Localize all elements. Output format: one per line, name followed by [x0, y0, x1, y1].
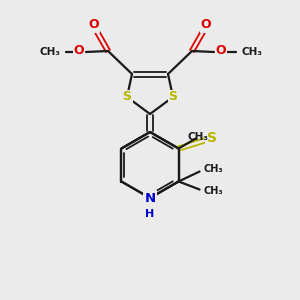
Text: CH₃: CH₃ [204, 164, 223, 175]
Text: CH₃: CH₃ [187, 133, 208, 142]
Text: CH₃: CH₃ [242, 47, 263, 57]
Text: S: S [207, 131, 217, 146]
Text: CH₃: CH₃ [39, 47, 60, 57]
Text: O: O [89, 19, 99, 32]
Text: S: S [169, 91, 178, 103]
Text: H: H [146, 209, 154, 219]
Text: O: O [201, 19, 211, 32]
Text: O: O [74, 44, 84, 58]
Text: S: S [122, 91, 131, 103]
Text: N: N [144, 191, 156, 205]
Text: O: O [216, 44, 226, 58]
Text: CH₃: CH₃ [204, 187, 223, 196]
